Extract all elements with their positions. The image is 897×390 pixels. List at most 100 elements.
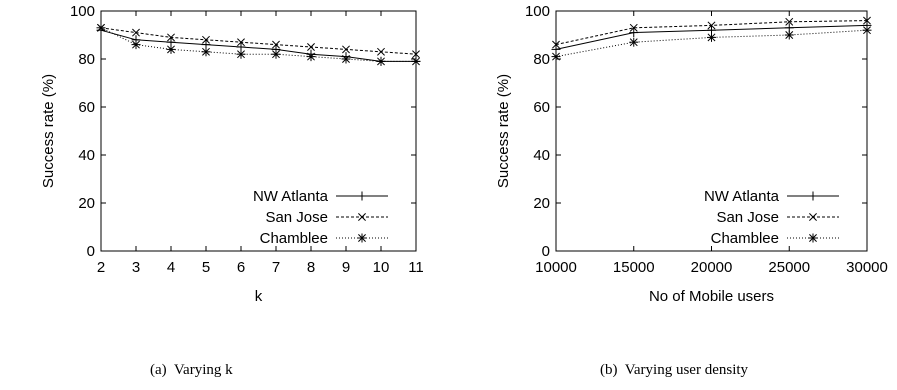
data-point	[411, 56, 421, 66]
x-tick-label: 5	[202, 259, 210, 276]
y-tick-label: 100	[525, 3, 550, 20]
data-point	[342, 45, 350, 54]
series-chamblee	[96, 23, 421, 66]
x-tick-label: 2	[97, 259, 105, 276]
plot-frame	[100, 10, 417, 252]
x-axis: 2 3 4 5 6 7 8 9 10 11	[97, 11, 424, 276]
y-tick-label: 0	[87, 243, 95, 260]
data-point	[201, 47, 211, 57]
x-tick-label: 20000	[691, 259, 733, 276]
series-nw-atlanta	[551, 20, 872, 54]
x-tick-label: 25000	[768, 259, 810, 276]
x-axis: 10000 15000 20000 25000 30000	[535, 11, 888, 276]
y-tick-label: 40	[78, 147, 95, 164]
data-point	[96, 23, 106, 33]
x-axis-label: No of Mobile users	[649, 288, 774, 305]
legend-label: Chamblee	[711, 230, 779, 247]
data-point	[237, 38, 245, 47]
data-point	[412, 50, 420, 59]
y-axis: 0 20 40 60 80 100	[525, 3, 867, 260]
x-axis-label: k	[255, 288, 263, 305]
data-point	[551, 52, 561, 62]
y-tick-label: 20	[78, 195, 95, 212]
data-point	[629, 23, 638, 32]
data-point	[785, 17, 794, 26]
data-point	[862, 25, 872, 35]
legend-entry: NW Atlanta	[704, 188, 839, 205]
data-point	[629, 28, 639, 38]
legend-label: NW Atlanta	[704, 188, 780, 205]
data-point	[863, 16, 871, 25]
series-chamblee	[551, 25, 872, 62]
data-point	[341, 54, 351, 64]
data-point	[236, 49, 246, 59]
data-point	[272, 40, 280, 49]
data-point	[202, 35, 210, 44]
figure-caption: (b) Varying user density	[600, 362, 749, 378]
data-point	[552, 40, 560, 49]
x-tick-label: 30000	[846, 259, 888, 276]
data-point	[707, 21, 716, 30]
legend-entry: Chamblee	[260, 230, 388, 247]
y-tick-label: 80	[78, 51, 95, 68]
legend-label: NW Atlanta	[253, 188, 329, 205]
series-line	[100, 29, 416, 62]
chart-varying-user-density: 0 20 40 60 80 100 10000 15000 20000 25000 30000 No …	[495, 3, 888, 378]
data-point	[167, 33, 175, 42]
data-point	[166, 44, 176, 54]
y-tick-label: 80	[533, 51, 550, 68]
series-san-jose	[552, 16, 871, 49]
legend-marker	[808, 233, 818, 243]
y-axis-label: Success rate (%)	[495, 74, 512, 188]
data-point	[307, 43, 315, 51]
y-tick-label: 0	[542, 243, 550, 260]
x-tick-label: 8	[307, 259, 315, 276]
legend: NW Atlanta San Jose Chamblee	[704, 188, 839, 247]
data-point	[377, 47, 385, 56]
data-point	[376, 56, 386, 66]
data-point	[132, 28, 140, 37]
series-san-jose	[97, 23, 420, 59]
legend-entry: NW Atlanta	[253, 188, 388, 205]
series-line	[100, 27, 416, 62]
x-tick-label: 15000	[613, 259, 655, 276]
data-point	[629, 37, 639, 47]
y-tick-label: 40	[533, 147, 550, 164]
x-tick-label: 10	[373, 259, 390, 276]
x-tick-label: 6	[237, 259, 245, 276]
legend-entry: San Jose	[716, 209, 839, 226]
data-point	[131, 40, 141, 50]
y-tick-label: 20	[533, 195, 550, 212]
series-line	[100, 27, 417, 55]
x-tick-label: 9	[342, 259, 350, 276]
x-tick-label: 3	[132, 259, 140, 276]
legend-marker	[358, 213, 366, 221]
x-tick-label: 4	[167, 259, 175, 276]
y-axis: 0 20 40 60 80 100	[70, 3, 416, 260]
legend-entry: Chamblee	[711, 230, 839, 247]
legend-marker	[809, 213, 817, 221]
data-point	[707, 32, 716, 42]
legend-label: San Jose	[716, 209, 779, 226]
plot-frame	[555, 10, 868, 252]
y-tick-label: 100	[70, 3, 95, 20]
y-tick-label: 60	[533, 99, 550, 116]
legend-marker	[808, 191, 818, 201]
x-tick-label: 11	[408, 259, 424, 276]
data-point	[271, 49, 281, 59]
legend-label: San Jose	[265, 209, 328, 226]
y-axis-label: Success rate (%)	[40, 74, 57, 188]
figure-caption: (a) Varying k	[150, 362, 233, 378]
x-tick-label: 7	[272, 259, 280, 276]
legend-label: Chamblee	[260, 230, 328, 247]
y-tick-label: 60	[78, 99, 95, 116]
legend-marker	[357, 233, 367, 243]
legend: NW Atlanta San Jose Chamblee	[253, 188, 388, 247]
legend-marker	[357, 191, 367, 201]
legend-entry: San Jose	[265, 209, 388, 226]
x-tick-label: 10000	[535, 259, 577, 276]
chart-varying-k: 0 20 40 60 80 100 2 3 4 5 6 7 8 9 10 11 k Success rate (%…	[40, 3, 424, 378]
data-point	[306, 52, 316, 62]
data-point	[784, 30, 794, 40]
